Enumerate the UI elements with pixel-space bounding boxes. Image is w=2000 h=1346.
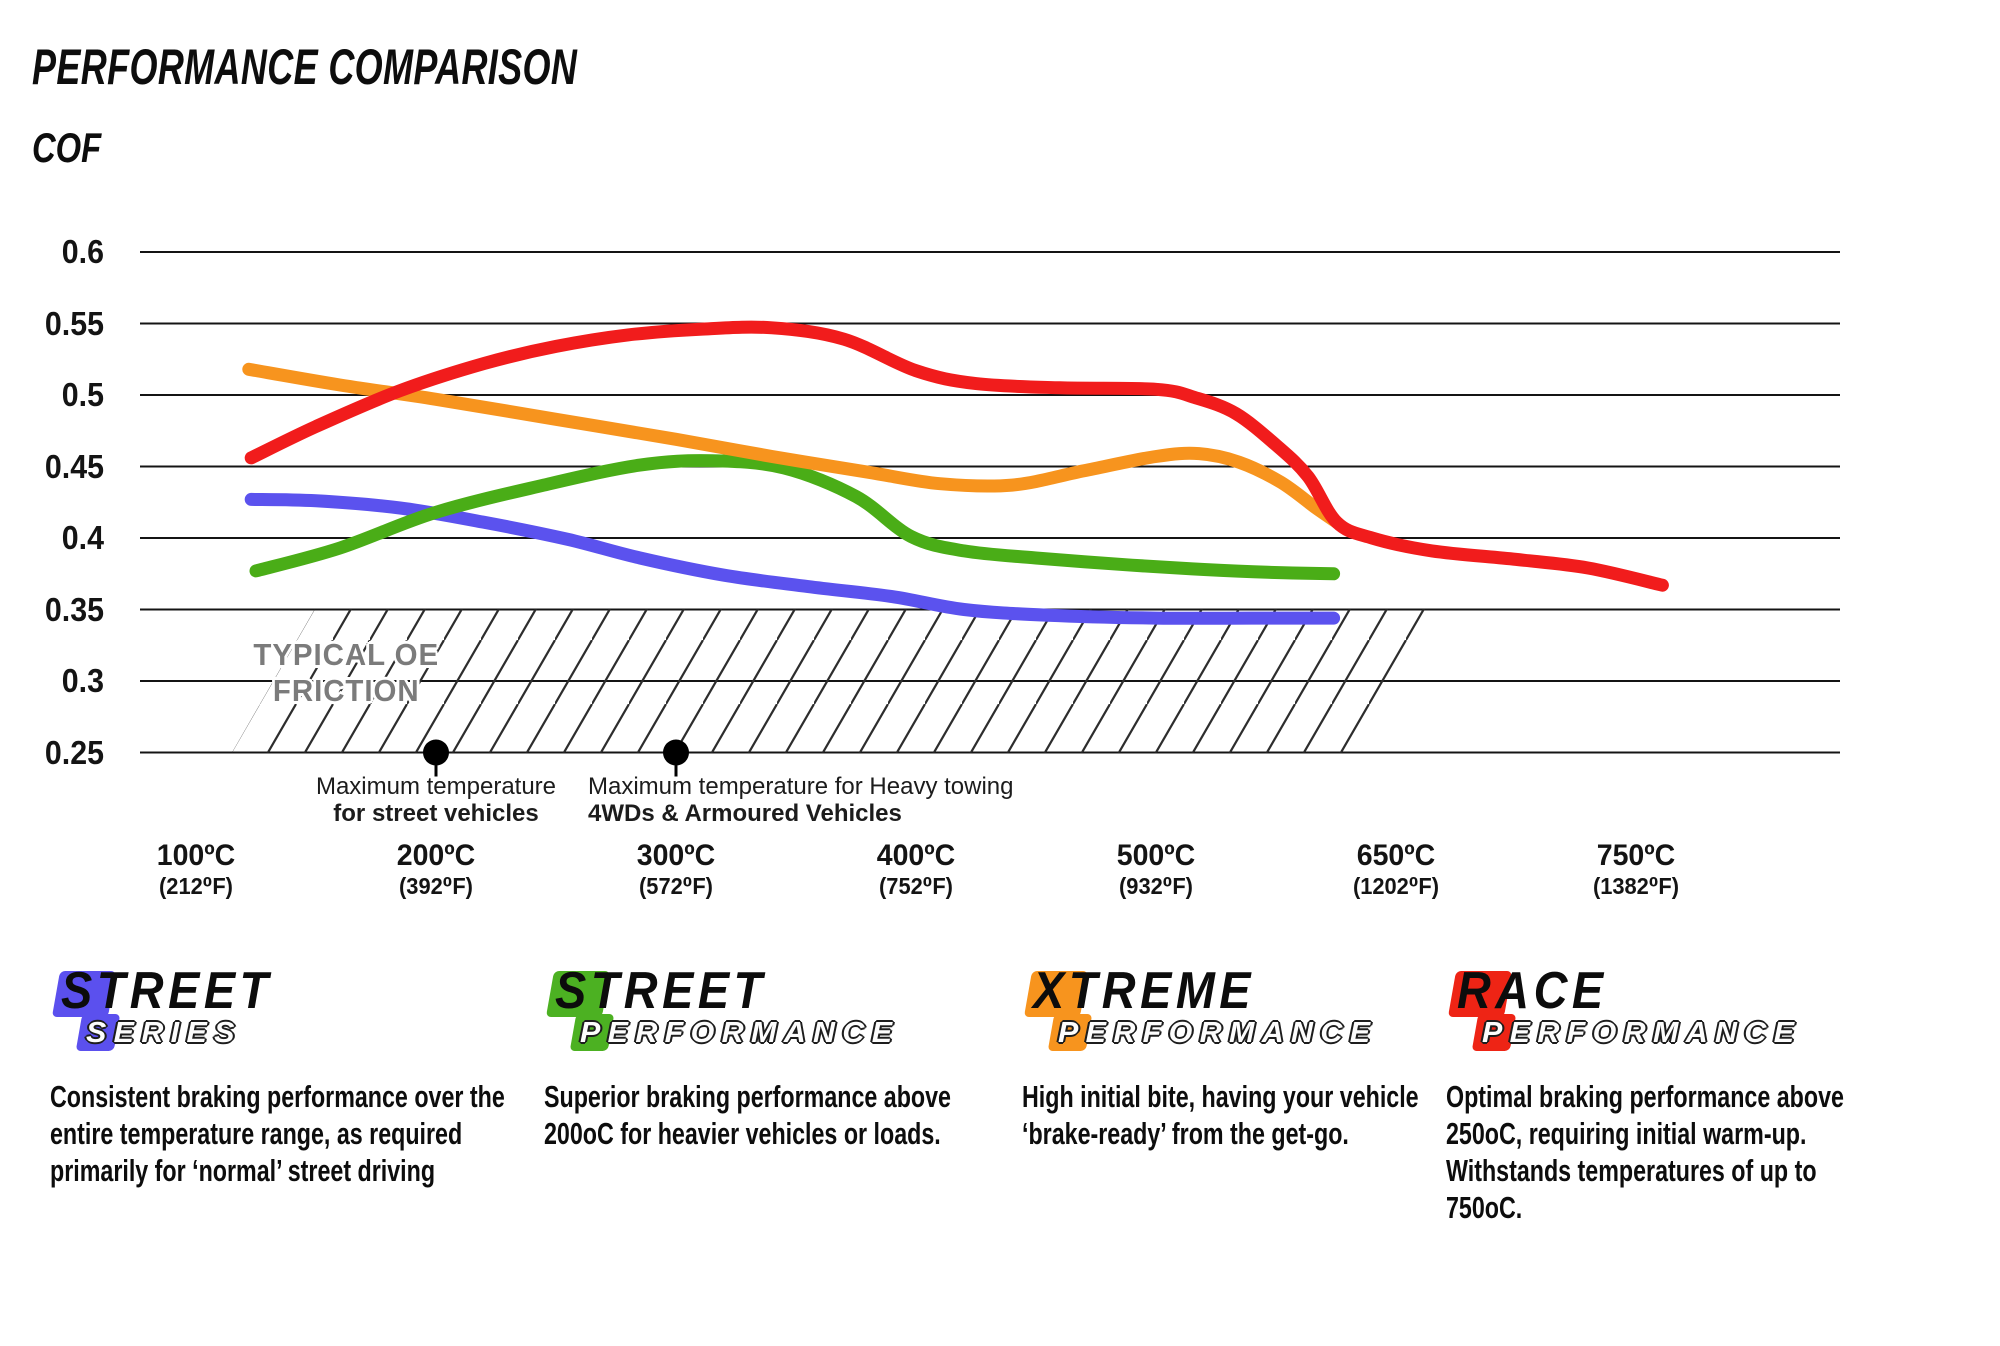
oe-friction-band (232, 609, 1434, 753)
legend-description: Consistent braking performance over the … (50, 1079, 505, 1188)
x-tick-celsius: 400ºC (876, 839, 956, 872)
x-tick-fahrenheit: (1382⁰F) (1592, 873, 1680, 899)
legend-item-street-series: STREET SERIES Consistent braking perform… (48, 962, 518, 1263)
legend-title: XTREME (1033, 962, 1256, 1020)
y-axis-title: COF (32, 124, 102, 171)
annotation-street-max-temp: Maximum temperature for street vehicles (276, 773, 596, 827)
legend-subtitle: PERFORMANCE (1058, 1017, 1378, 1049)
temperature-markers (423, 739, 689, 777)
y-tick-label-0.6: 0.6 (61, 233, 104, 270)
x-tick-celsius: 500ºC (1116, 839, 1196, 872)
x-tick-celsius: 300ºC (636, 839, 716, 872)
legend-item-race-performance: RACE PERFORMANCE Optimal braking perform… (1444, 962, 1914, 1263)
oe-friction-label: TYPICAL OE FRICTION (218, 637, 475, 709)
legend-subtitle: PERFORMANCE (1482, 1017, 1802, 1049)
legend-title: STREET (555, 962, 767, 1020)
oe-friction-label-line1: TYPICAL OE (253, 637, 440, 672)
y-tick-label-0.55: 0.55 (44, 304, 104, 342)
legend-item-xtreme-performance: XTREME PERFORMANCE High initial bite, ha… (1020, 962, 1490, 1263)
legend-subtitle: PERFORMANCE (580, 1017, 900, 1049)
x-tick-fahrenheit: (1202⁰F) (1352, 873, 1440, 899)
legend-item-street-performance: STREET PERFORMANCE Superior braking perf… (542, 962, 1012, 1263)
oe-friction-label-line2: FRICTION (272, 673, 420, 708)
x-tick-celsius: 100ºC (156, 839, 236, 872)
y-tick-label-0.3: 0.3 (61, 662, 104, 699)
series-line-street-series (244, 492, 1341, 625)
x-tick-fahrenheit: (572⁰F) (639, 873, 713, 899)
marker-dot-0 (423, 739, 449, 766)
oe-friction-hatch (232, 609, 1434, 753)
legend-subtitle: SERIES (86, 1017, 242, 1049)
annotation-line1: Maximum temperature (315, 773, 557, 800)
annotation-line2: 4WDs & Armoured Vehicles (588, 800, 902, 827)
x-tick-label-400: 400ºC (752⁰F) (806, 839, 1026, 900)
x-tick-celsius: 750ºC (1596, 839, 1676, 872)
legend-title: RACE (1457, 962, 1608, 1020)
x-tick-celsius: 650ºC (1356, 839, 1436, 872)
x-tick-fahrenheit: (392⁰F) (399, 873, 473, 899)
x-tick-label-300: 300ºC (572⁰F) (566, 839, 786, 900)
legend-description: Optimal braking performance above 250oC,… (1446, 1079, 1844, 1225)
x-tick-label-200: 200ºC (392⁰F) (326, 839, 546, 900)
series-line-race-performance (244, 320, 1669, 592)
marker-dot-1 (663, 739, 689, 766)
legend-description: Superior braking performance above 200oC… (544, 1079, 951, 1151)
annotation-towing-max-temp: Maximum temperature for Heavy towing 4WD… (588, 773, 1028, 827)
y-tick-label-0.5: 0.5 (61, 376, 104, 413)
annotation-line1: Maximum temperature for Heavy towing (588, 773, 1014, 800)
y-tick-label-0.4: 0.4 (61, 519, 104, 556)
y-tick-label-0.25: 0.25 (44, 733, 104, 771)
x-tick-fahrenheit: (932⁰F) (1119, 873, 1193, 899)
y-tick-label-0.35: 0.35 (44, 590, 104, 628)
y-tick-label-0.45: 0.45 (44, 447, 104, 485)
x-tick-label-100: 100ºC (212⁰F) (86, 839, 306, 900)
annotation-line2: for street vehicles (333, 800, 539, 827)
page-title: PERFORMANCE COMPARISON (32, 39, 578, 95)
x-tick-label-500: 500ºC (932⁰F) (1046, 839, 1266, 900)
legend-title: STREET (61, 962, 273, 1020)
series-line-street-performance (249, 454, 1341, 581)
x-tick-fahrenheit: (752⁰F) (879, 873, 953, 899)
x-tick-fahrenheit: (212⁰F) (159, 873, 233, 899)
x-tick-label-750: 750ºC (1382⁰F) (1526, 839, 1746, 900)
series-lines (242, 320, 1669, 625)
series-line-xtreme-performance (242, 362, 1344, 529)
x-tick-celsius: 200ºC (396, 839, 476, 872)
x-tick-label-650: 650ºC (1202⁰F) (1286, 839, 1506, 900)
legend-description: High initial bite, having your vehicle ‘… (1022, 1079, 1419, 1151)
